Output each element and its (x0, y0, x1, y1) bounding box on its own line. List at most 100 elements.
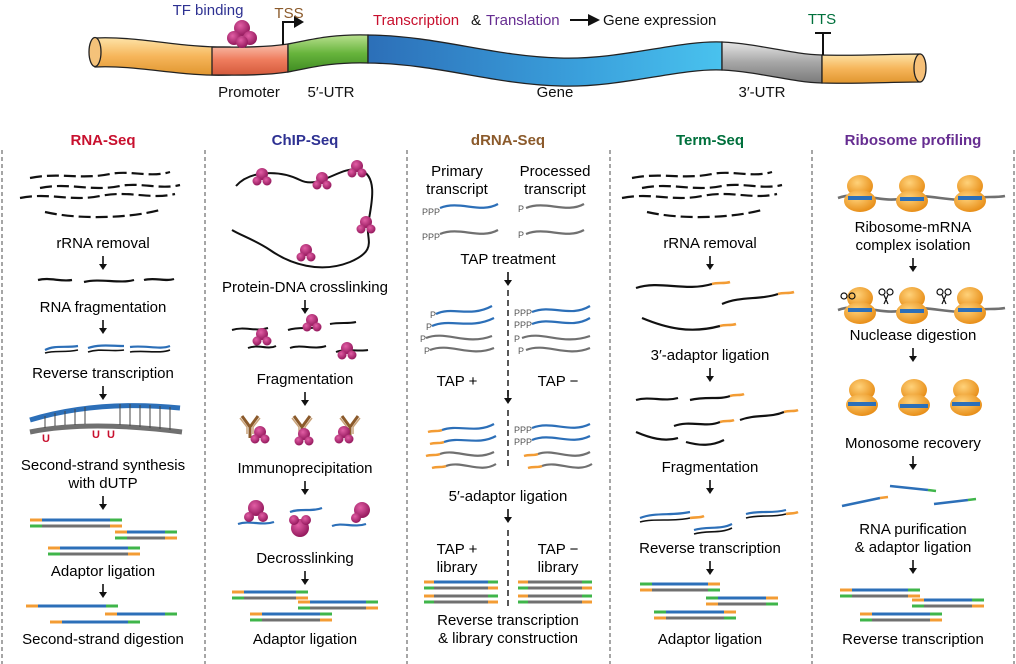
processed-transcripts: P P (518, 203, 585, 240)
rna-dashed-strands (19, 170, 181, 219)
translation-label: Translation (486, 12, 560, 29)
step-library-construction: & library construction (438, 630, 578, 647)
step-reverse-transcription: Reverse transcription (437, 612, 579, 629)
step-reverse-transcription: Reverse transcription (639, 540, 781, 557)
protein-icon (312, 172, 332, 190)
tts-label: TTS (808, 11, 836, 28)
step-adaptor-ligation: & adaptor ligation (855, 539, 972, 556)
title-chipseq: ChIP-Seq (272, 132, 339, 149)
step-adaptor-ligation: Adaptor ligation (253, 631, 357, 648)
svg-text:PPP: PPP (422, 232, 440, 242)
step-protein-dna-crosslinking: Protein-DNA crosslinking (222, 279, 388, 296)
ribosome-icon (898, 379, 930, 416)
utr3-label: 3′-UTR (739, 84, 786, 101)
down-arrow-icon (98, 385, 108, 401)
svg-text:P: P (518, 230, 524, 240)
ribosome-icon (844, 287, 876, 324)
primary-transcript-line1: Primary (431, 163, 483, 180)
chip-library (232, 590, 378, 622)
title-riboprof: Ribosome profiling (845, 132, 982, 149)
tap-minus-library-line2: library (538, 559, 579, 576)
down-arrow-icon (98, 583, 108, 599)
down-arrow-icon (503, 271, 513, 287)
ribosome-icon (846, 379, 878, 416)
region-5utr (287, 34, 369, 73)
gene-diagram: TF binding TSS TTS Transcription & Trans… (88, 2, 927, 101)
svg-text:P: P (420, 334, 426, 344)
svg-text:P: P (518, 204, 524, 214)
step-rna-fragmentation: RNA fragmentation (40, 299, 167, 316)
down-arrow-icon (300, 391, 310, 407)
svg-text:U: U (42, 433, 50, 445)
released-dna (237, 506, 367, 528)
tap-minus-transcripts: PPP PPP P P (514, 305, 591, 356)
step-rrna-removal: rRNA removal (56, 235, 149, 252)
svg-text:U: U (107, 429, 115, 441)
step-adaptor-ligation: Adaptor ligation (51, 563, 155, 580)
tf-protein-icon (227, 20, 257, 48)
tap-minus-label: TAP − (538, 373, 579, 390)
step-5-adaptor-ligation: 5′-adaptor ligation (449, 488, 568, 505)
protein-icon (356, 216, 376, 234)
tap-plus-library-line2: library (437, 559, 478, 576)
step-monosome-recovery: Monosome recovery (845, 435, 981, 452)
ribosome-icon (896, 287, 928, 324)
svg-text:PPP: PPP (514, 425, 532, 435)
region-downstream (821, 53, 921, 84)
down-arrow-icon (908, 455, 918, 471)
down-arrow-icon (503, 389, 513, 405)
down-arrow-icon (300, 299, 310, 315)
down-arrow-icon (300, 570, 310, 586)
down-arrow-icon (98, 255, 108, 271)
down-arrow-icon (908, 347, 918, 363)
footprint-fragments (841, 484, 977, 508)
step-ribosome-mrna: Ribosome-mRNA (855, 219, 972, 236)
down-arrow-icon (705, 560, 715, 576)
tss-label: TSS (274, 5, 303, 22)
gene-expression-label: Gene expression (603, 12, 716, 29)
down-arrow-icon (705, 367, 715, 383)
ribo-library (840, 588, 984, 622)
svg-text:P: P (514, 334, 520, 344)
tts-terminator-icon (815, 32, 831, 55)
step-second-strand-digestion: Second-strand digestion (22, 631, 184, 648)
ribosome-icon (950, 379, 982, 416)
panel-termseq: rRNA removal 3′-adaptor ligation Fragmen… (621, 170, 799, 648)
protein-icon (302, 314, 322, 332)
step-fragmentation: Fragmentation (662, 459, 759, 476)
down-arrow-icon (98, 495, 108, 511)
transcription-label: Transcription (373, 12, 459, 29)
gene-label: Gene (537, 84, 574, 101)
svg-text:P: P (430, 310, 436, 320)
region-promoter (211, 43, 289, 76)
protein-icon (294, 428, 314, 446)
title-rnaseq: RNA-Seq (70, 132, 135, 149)
panel-riboprof: Ribosome-mRNA complex isolation Nuclease… (837, 175, 1006, 648)
region-3utr (721, 41, 823, 84)
down-arrow-icon (98, 319, 108, 335)
tap-plus-label: TAP + (437, 373, 478, 390)
ribosome-icon (954, 175, 986, 212)
rt-hybrids (44, 344, 171, 354)
term-rt-hybrids (639, 508, 799, 535)
step-immunoprecipitation: Immunoprecipitation (237, 460, 372, 477)
panel-chipseq: Protein-DNA crosslinking Fragmentation I… (222, 160, 388, 648)
protein-icon (252, 328, 272, 346)
step-complex-isolation: complex isolation (855, 237, 970, 254)
down-arrow-icon (908, 559, 918, 575)
promoter-label: Promoter (218, 84, 280, 101)
tf-binding-label: TF binding (173, 2, 244, 19)
step-adaptor-ligation: Adaptor ligation (658, 631, 762, 648)
svg-text:P: P (424, 346, 430, 356)
svg-text:PPP: PPP (422, 207, 440, 217)
digested-single-strands (26, 604, 177, 624)
step-reverse-transcription: Reverse transcription (32, 365, 174, 382)
svg-text:P: P (518, 346, 524, 356)
svg-text:PPP: PPP (514, 437, 532, 447)
tap-plus-library-line1: TAP + (437, 541, 478, 558)
second-strand-duplex: U U U (29, 403, 183, 445)
step-decrosslinking: Decrosslinking (256, 550, 354, 567)
down-arrow-icon (300, 480, 310, 496)
step-3-adaptor-ligation: 3′-adaptor ligation (651, 347, 770, 364)
panel-titles: RNA-Seq ChIP-Seq dRNA-Seq Term-Seq Ribos… (70, 132, 981, 149)
